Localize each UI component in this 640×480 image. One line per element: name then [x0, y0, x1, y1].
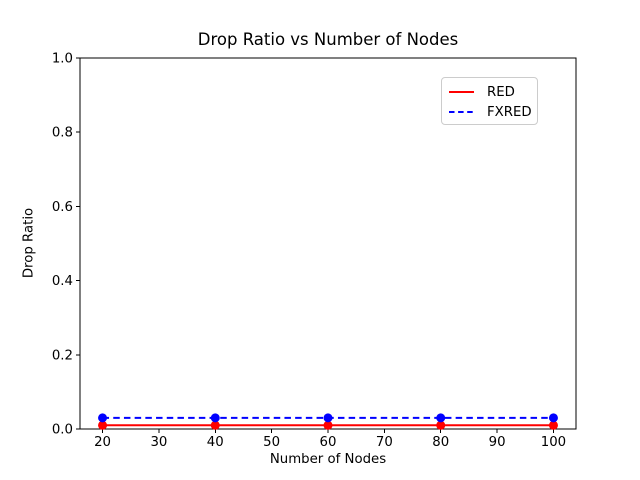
series-marker-red	[436, 420, 446, 430]
series-marker-fxred	[323, 413, 333, 423]
series-marker-red	[323, 420, 333, 430]
x-tick-label: 100	[541, 435, 566, 450]
legend-label: RED	[487, 84, 515, 100]
series-marker-red	[210, 420, 220, 430]
series-marker-fxred	[548, 413, 558, 423]
x-tick-label: 50	[263, 435, 280, 450]
chart-title: Drop Ratio vs Number of Nodes	[197, 30, 459, 49]
y-tick-label: 1.0	[52, 52, 73, 67]
y-tick-label: 0.4	[52, 274, 73, 289]
y-tick-label: 0.6	[52, 200, 73, 215]
y-tick-label: 0.8	[52, 126, 73, 141]
x-tick-label: 60	[320, 435, 337, 450]
x-tick-label: 70	[376, 435, 393, 450]
legend-line-sample	[449, 111, 474, 113]
series-marker-red	[98, 420, 108, 430]
x-axis-label: Number of Nodes	[269, 452, 387, 467]
x-tick-label: 80	[432, 435, 449, 450]
y-tick-label: 0.2	[52, 348, 73, 363]
legend: RED FXRED	[441, 77, 538, 125]
series-marker-fxred	[436, 413, 446, 423]
legend-entry: RED	[448, 82, 537, 102]
x-tick-label: 30	[150, 435, 167, 450]
y-tick-label: 0.0	[52, 423, 73, 438]
x-tick-label: 90	[489, 435, 506, 450]
series-marker-fxred	[210, 413, 220, 423]
series-marker-red	[548, 420, 558, 430]
x-tick-label: 40	[207, 435, 224, 450]
legend-label: FXRED	[487, 104, 532, 120]
legend-entry: FXRED	[448, 102, 537, 122]
legend-line-sample	[449, 91, 474, 93]
x-tick-label: 20	[94, 435, 111, 450]
series-marker-fxred	[98, 413, 108, 423]
